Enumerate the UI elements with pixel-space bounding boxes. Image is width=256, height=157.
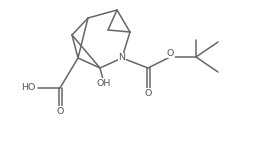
Text: OH: OH <box>97 78 111 87</box>
Text: O: O <box>166 49 174 57</box>
Text: O: O <box>144 89 152 97</box>
Text: N: N <box>119 54 125 62</box>
Text: HO: HO <box>22 84 36 92</box>
Text: O: O <box>56 106 64 116</box>
